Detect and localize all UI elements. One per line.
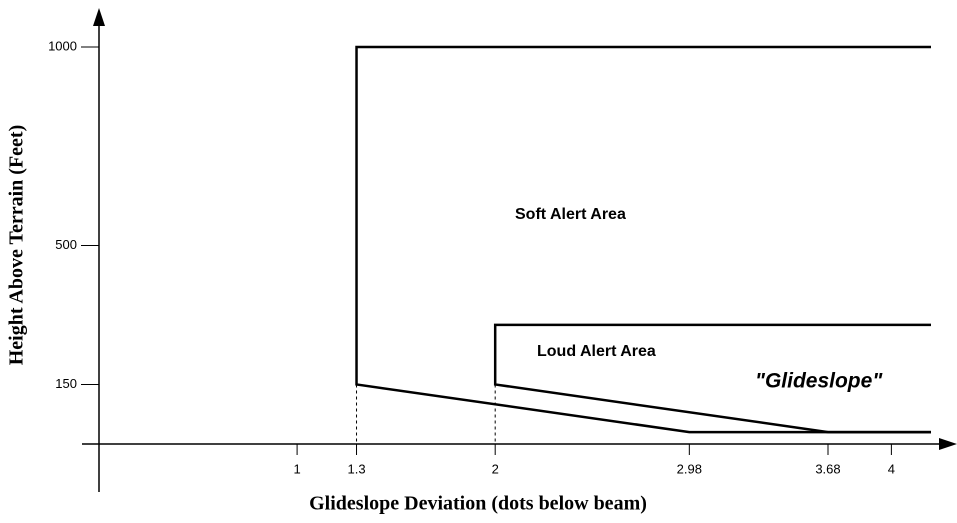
y-axis-arrow — [93, 8, 105, 26]
area-label: Loud Alert Area — [537, 343, 656, 360]
x-tick-label: 1 — [293, 461, 300, 476]
x-axis-title: Glideslope Deviation (dots below beam) — [309, 493, 647, 515]
y-tick-label: 500 — [55, 237, 77, 252]
x-tick-label: 2 — [492, 461, 499, 476]
x-tick-label: 2.98 — [677, 461, 702, 476]
x-tick-label: 4 — [888, 461, 895, 476]
annotation: "Glideslope" — [755, 370, 883, 393]
y-tick-label: 150 — [55, 376, 77, 391]
x-axis-arrow — [939, 438, 957, 450]
y-tick-label: 1000 — [48, 38, 77, 53]
x-tick-label: 1.3 — [347, 461, 365, 476]
area-label: Soft Alert Area — [515, 206, 626, 223]
x-tick-label: 3.68 — [815, 461, 840, 476]
y-axis-title: Height Above Terrain (Feet) — [6, 125, 28, 366]
